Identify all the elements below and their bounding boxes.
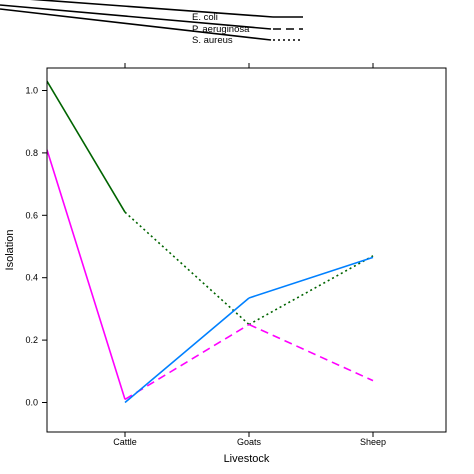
- legend-label: P. aeruginosa: [192, 24, 250, 35]
- series-1-segment: [124, 211, 250, 326]
- legend-pointer-line: [30, 0, 274, 18]
- series-1-segment: [248, 255, 374, 326]
- legend-label: E. coli: [192, 12, 218, 23]
- plot-frame: [46, 67, 447, 433]
- legend-pointer-lines: [0, 0, 274, 41]
- x-tick-label: Cattle: [113, 437, 137, 447]
- x-axis-label: Livestock: [224, 453, 270, 465]
- series-2-segment: [47, 149, 126, 400]
- y-tick-label: 1.0: [25, 86, 38, 96]
- x-tick-label: Sheep: [360, 437, 386, 447]
- y-tick-label: 0.0: [25, 398, 38, 408]
- legend-pointer-line: [0, 4, 272, 30]
- series-2-segment: [124, 323, 250, 401]
- x-tick-label: Goats: [237, 437, 262, 447]
- y-tick-label: 0.4: [25, 273, 38, 283]
- series-3-segment: [124, 297, 250, 404]
- series-1-segment: [47, 80, 126, 213]
- axes: 0.0 0.2 0.4 0.6 0.8 1.0 Cattle Goats Sheep Livest…: [4, 63, 447, 465]
- y-axis-label: Isolation: [4, 230, 16, 271]
- y-tick-label: 0.6: [25, 210, 38, 220]
- legend-pointer-line: [0, 8, 272, 41]
- plot-area: [47, 80, 374, 404]
- series-2-segment: [248, 323, 374, 382]
- legend-label: S. aureus: [192, 35, 233, 46]
- y-tick-label: 0.8: [25, 148, 38, 158]
- series-3-segment: [248, 256, 374, 299]
- y-tick-label: 0.2: [25, 335, 38, 345]
